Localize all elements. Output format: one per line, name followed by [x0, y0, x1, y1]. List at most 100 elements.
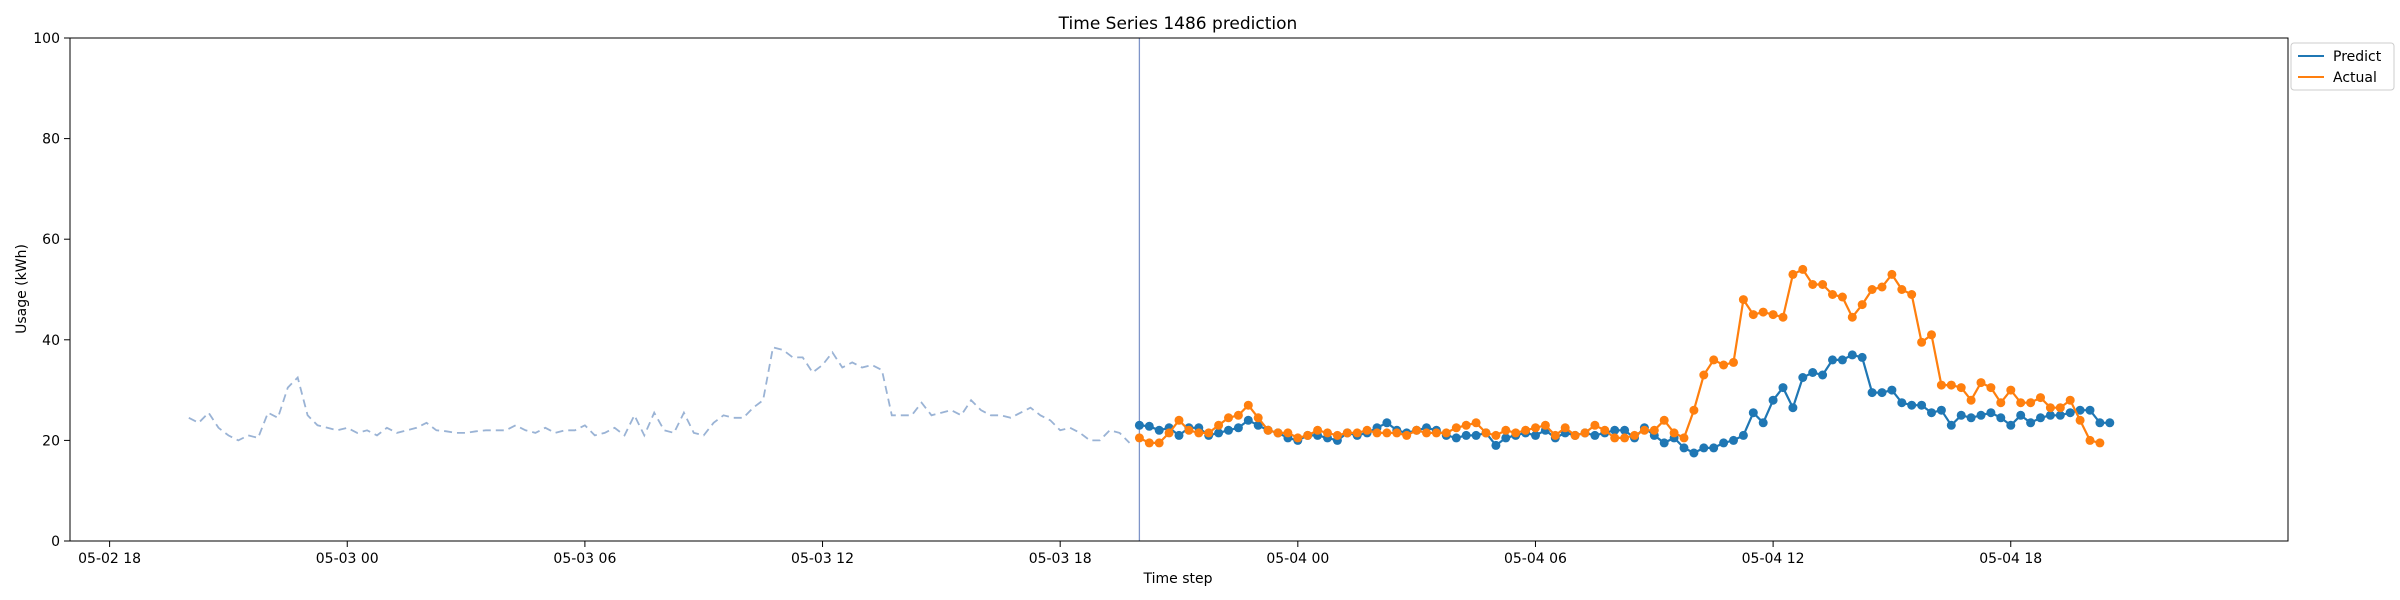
legend-actual-label: Actual: [2333, 70, 2377, 86]
data-point-predict: [1887, 385, 1897, 395]
data-point-predict: [1471, 430, 1481, 440]
data-point-predict: [1798, 373, 1808, 382]
data-point-actual: [1194, 428, 1204, 438]
data-point-actual: [2036, 393, 2045, 403]
data-point-actual: [1669, 428, 1679, 438]
data-point-actual: [1956, 383, 1966, 393]
data-point-actual: [1531, 423, 1540, 433]
data-point-predict: [1134, 420, 1144, 430]
data-point-predict: [1847, 350, 1857, 360]
data-point-actual: [1342, 428, 1352, 438]
data-point-actual: [1392, 428, 1402, 438]
data-point-actual: [1729, 357, 1738, 367]
data-point-actual: [1382, 428, 1392, 438]
chart-title: Time Series 1486 prediction: [1058, 14, 1298, 34]
data-point-actual: [1699, 370, 1709, 380]
data-point-actual: [1461, 420, 1471, 430]
data-point-actual: [1748, 310, 1758, 320]
data-point-actual: [2095, 438, 2105, 448]
data-point-actual: [1610, 433, 1620, 443]
data-point-actual: [1808, 280, 1818, 289]
data-point-actual: [1550, 430, 1560, 440]
data-point-predict: [1897, 398, 1907, 408]
x-tick-label: 05-03 12: [791, 551, 854, 567]
data-point-actual: [1164, 428, 1174, 438]
data-point-actual: [1154, 438, 1164, 448]
data-point-actual: [1788, 269, 1798, 279]
data-point-predict: [1679, 443, 1689, 453]
data-point-actual: [1313, 425, 1323, 435]
data-point-predict: [1610, 425, 1620, 435]
data-point-actual: [1323, 428, 1332, 438]
data-point-actual: [1630, 430, 1639, 440]
data-point-predict: [2016, 410, 2026, 420]
data-point-predict: [1927, 408, 1936, 418]
data-point-actual: [1134, 433, 1144, 443]
data-point-actual: [1412, 425, 1422, 435]
data-point-actual: [1233, 410, 1243, 420]
history-line: [188, 346, 1131, 444]
x-tick-label: 05-03 18: [1029, 551, 1092, 567]
data-point-actual: [1204, 428, 1214, 438]
data-point-predict: [1729, 435, 1738, 445]
data-point-predict: [2055, 410, 2065, 420]
data-point-predict: [1946, 420, 1956, 430]
data-point-actual: [1243, 400, 1253, 410]
data-point-predict: [1956, 410, 1966, 420]
data-point-predict: [1867, 388, 1877, 398]
data-point-actual: [1907, 290, 1917, 299]
data-point-actual: [1996, 398, 2006, 408]
data-point-actual: [2055, 403, 2065, 413]
data-point-actual: [1818, 280, 1828, 289]
x-tick-label: 05-04 00: [1266, 551, 1329, 567]
plot-area: [188, 38, 2115, 541]
x-axis-title: Time step: [1143, 571, 1213, 587]
legend-box: [2290, 42, 2395, 91]
data-point-actual: [1917, 337, 1927, 347]
data-point-actual: [1887, 269, 1897, 279]
x-axis: 05-02 18 05-03 00 05-03 06 05-03 12 05-03 18…: [78, 541, 2042, 567]
data-point-actual: [1798, 264, 1808, 274]
y-tick-label: 0: [51, 534, 60, 550]
data-point-predict: [1709, 443, 1719, 453]
data-point-predict: [1917, 400, 1927, 410]
data-point-predict: [2065, 408, 2075, 418]
x-tick-label: 05-02 18: [78, 551, 141, 567]
data-point-predict: [1936, 405, 1946, 415]
data-point-actual: [1332, 430, 1342, 440]
data-point-actual: [1986, 383, 1996, 393]
data-point-actual: [2065, 395, 2075, 405]
data-point-actual: [2026, 398, 2036, 408]
data-point-actual: [1352, 428, 1362, 438]
data-point-actual: [1372, 428, 1382, 438]
data-point-predict: [2036, 413, 2045, 423]
data-point-predict: [1748, 408, 1758, 418]
data-point-actual: [1273, 428, 1283, 438]
y-tick-label: 40: [42, 333, 60, 349]
data-point-predict: [1233, 423, 1243, 433]
data-point-actual: [1263, 425, 1273, 435]
data-point-actual: [2045, 403, 2055, 413]
data-point-predict: [1778, 383, 1788, 393]
data-point-actual: [1521, 425, 1531, 435]
data-point-predict: [1996, 413, 2006, 423]
data-point-actual: [1471, 418, 1481, 428]
x-tick-label: 05-04 18: [1979, 551, 2042, 567]
data-point-predict: [1590, 430, 1600, 440]
data-point-actual: [1679, 433, 1689, 443]
data-point-predict: [1877, 388, 1887, 398]
data-point-actual: [1402, 430, 1412, 440]
data-point-predict: [1243, 415, 1253, 425]
data-point-actual: [1570, 430, 1580, 440]
data-point-actual: [1778, 312, 1788, 322]
data-point-predict: [2006, 420, 2016, 430]
data-point-predict: [1808, 368, 1818, 377]
data-point-actual: [1936, 380, 1946, 390]
data-point-actual: [1214, 420, 1224, 430]
data-point-actual: [1857, 300, 1867, 310]
data-point-predict: [1620, 425, 1630, 435]
data-point-actual: [1491, 430, 1501, 440]
data-point-predict: [1174, 430, 1184, 440]
